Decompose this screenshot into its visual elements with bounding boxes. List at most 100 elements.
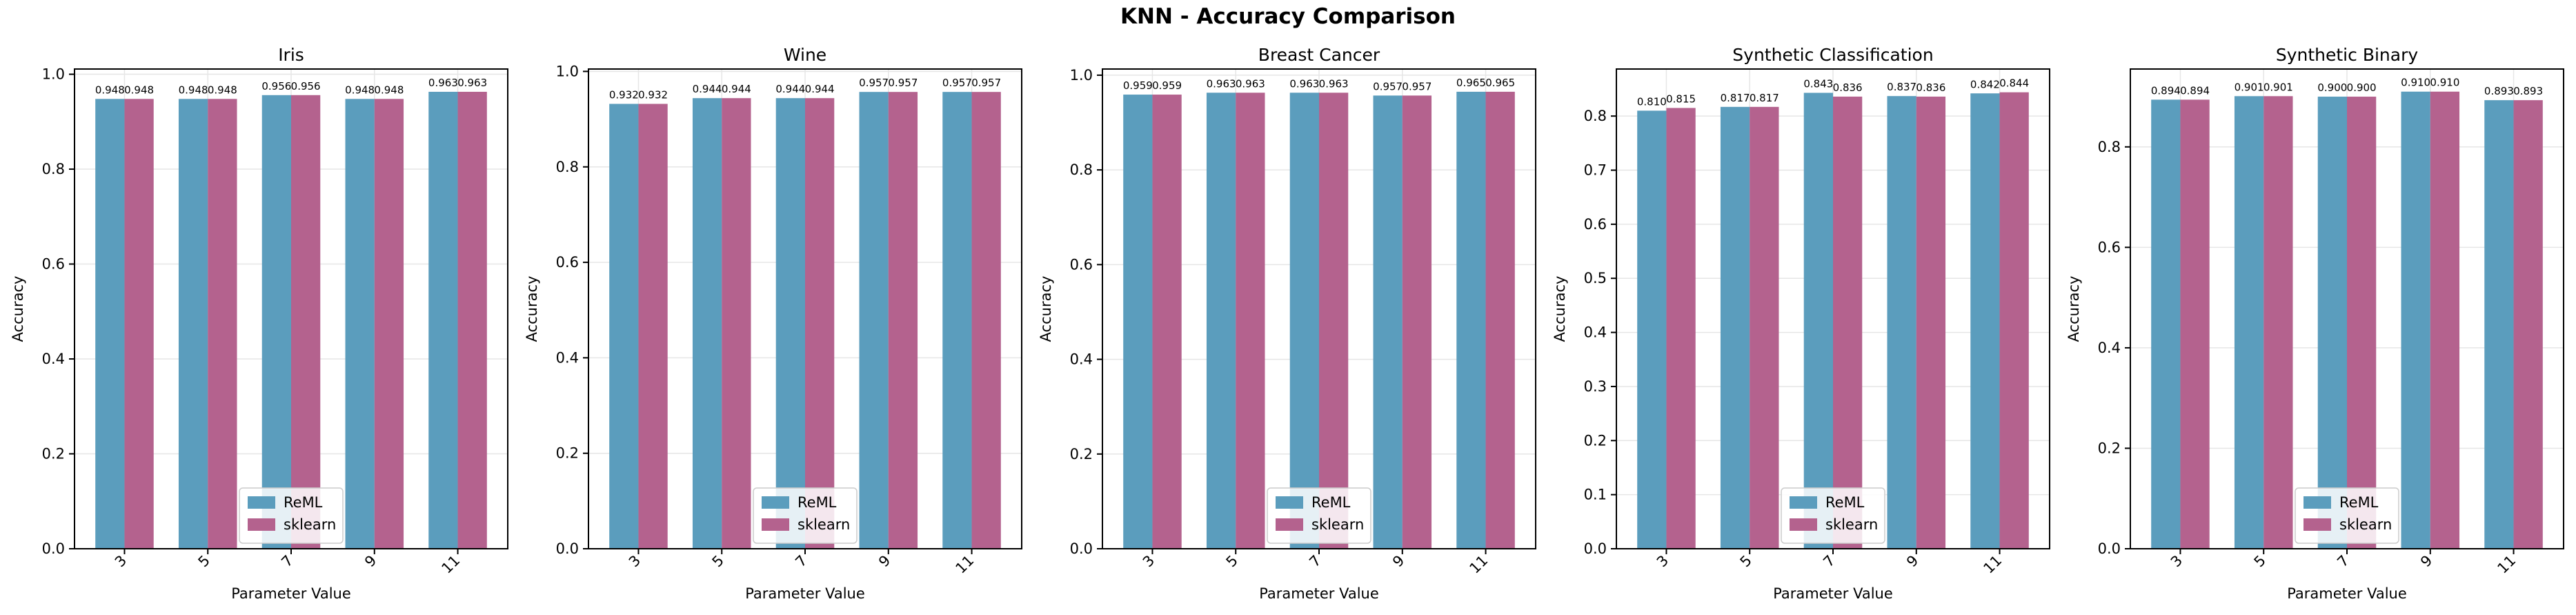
x-tick-label: 11	[1466, 552, 1491, 577]
bar-value-label: 0.957	[1402, 80, 1431, 92]
bar-sklearn	[374, 99, 404, 549]
y-tick-label: 0.8	[42, 161, 65, 177]
y-tick-label: 1.0	[1070, 67, 1093, 84]
bar-value-label: 0.817	[1750, 92, 1779, 104]
x-tick-label: 3	[2168, 552, 2186, 570]
y-tick-label: 0.4	[556, 349, 579, 366]
bar-value-label: 0.948	[124, 84, 154, 96]
bar-reml	[1803, 92, 1833, 549]
legend-label: sklearn	[1311, 516, 1364, 533]
bar-value-label: 0.901	[2235, 81, 2264, 93]
y-axis-label: Accuracy	[1038, 276, 1054, 342]
bar-reml	[1373, 95, 1403, 549]
bar-sklearn	[1319, 92, 1349, 549]
legend-swatch-sklearn	[2303, 518, 2331, 531]
x-tick-label: 9	[1389, 552, 1407, 570]
x-tick-label: 9	[361, 552, 379, 570]
bar-value-label: 0.956	[261, 80, 291, 92]
legend-label: ReML	[797, 494, 837, 511]
y-tick-label: 1.0	[556, 63, 579, 79]
bar-value-label: 0.965	[1456, 77, 1486, 89]
x-tick-label: 9	[2417, 552, 2435, 570]
bar-reml	[2151, 99, 2181, 549]
y-tick-label: 0.8	[556, 159, 579, 175]
x-tick-label: 3	[112, 552, 130, 570]
bar-value-label: 0.810	[1637, 95, 1667, 108]
bar-sklearn	[1999, 92, 2029, 549]
bar-value-label: 0.963	[1236, 77, 1265, 90]
x-tick-label: 7	[278, 552, 296, 570]
y-tick-label: 0.1	[1584, 487, 1607, 503]
bar-reml	[95, 99, 125, 549]
bar-value-label: 0.965	[1485, 77, 1515, 89]
bar-value-label: 0.836	[1833, 81, 1863, 94]
legend-label: sklearn	[797, 516, 850, 533]
bar-reml	[1123, 95, 1153, 549]
bar-reml	[775, 98, 805, 549]
legend-swatch-sklearn	[1790, 518, 1817, 531]
figure-title: KNN - Accuracy Comparison	[1120, 4, 1456, 29]
bar-reml	[178, 99, 208, 549]
x-axis-label: Parameter Value	[231, 585, 351, 602]
bar-value-label: 0.944	[693, 83, 722, 95]
bar-sklearn	[888, 92, 918, 549]
bar-value-label: 0.948	[374, 84, 404, 96]
bar-reml	[1289, 92, 1319, 549]
bar-value-label: 0.893	[2484, 85, 2514, 97]
y-tick-label: 0.8	[1584, 108, 1607, 124]
bar-value-label: 0.844	[1999, 77, 2029, 90]
y-tick-label: 0.0	[1584, 540, 1607, 557]
legend-swatch-reml	[2303, 496, 2331, 509]
bar-sklearn	[971, 92, 1001, 549]
y-tick-label: 0.5	[1584, 270, 1607, 286]
bar-sklearn	[1236, 92, 1265, 549]
y-axis-label: Accuracy	[10, 276, 26, 342]
bar-value-label: 0.948	[345, 84, 375, 96]
bar-sklearn	[1666, 108, 1696, 549]
bar-value-label: 0.957	[1373, 80, 1403, 92]
y-tick-label: 0.4	[42, 351, 65, 367]
x-tick-label: 9	[1903, 552, 1921, 570]
bar-value-label: 0.836	[1916, 81, 1945, 94]
bar-sklearn	[208, 99, 237, 549]
bar-value-label: 0.959	[1152, 79, 1182, 92]
bar-reml	[2234, 96, 2264, 549]
bar-reml	[1720, 106, 1750, 549]
legend-swatch-sklearn	[248, 518, 275, 531]
bar-value-label: 0.963	[1319, 77, 1349, 90]
bar-sklearn	[1750, 106, 1779, 549]
bar-reml	[859, 92, 889, 549]
y-tick-label: 0.2	[2098, 440, 2121, 456]
legend-label: ReML	[284, 494, 323, 511]
bar-sklearn	[457, 91, 487, 549]
bar-reml	[1637, 110, 1667, 549]
legend-swatch-reml	[762, 496, 789, 509]
bar-sklearn	[722, 98, 751, 549]
bar-value-label: 0.815	[1666, 92, 1696, 105]
bar-value-label: 0.957	[888, 77, 918, 89]
bar-sklearn	[1833, 96, 1863, 549]
y-tick-label: 0.3	[1584, 378, 1607, 395]
y-tick-label: 0.0	[1070, 540, 1093, 557]
bar-reml	[1456, 91, 1486, 549]
y-axis-label: Accuracy	[1552, 276, 1568, 342]
bar-reml	[1970, 93, 2000, 549]
x-tick-label: 7	[2334, 552, 2352, 570]
subplot-title: Synthetic Classification	[1732, 45, 1933, 65]
y-tick-label: 0.2	[1070, 446, 1093, 462]
bar-value-label: 0.910	[2401, 77, 2430, 89]
subplot-title: Wine	[784, 45, 826, 65]
y-tick-label: 0.6	[1584, 216, 1607, 233]
bar-reml	[692, 98, 722, 549]
bar-sklearn	[1485, 91, 1515, 549]
bar-value-label: 0.963	[1207, 77, 1236, 90]
legend-label: ReML	[1311, 494, 1351, 511]
y-tick-label: 0.2	[1584, 432, 1607, 449]
bar-value-label: 0.894	[2151, 84, 2181, 97]
y-tick-label: 0.6	[2098, 239, 2121, 255]
